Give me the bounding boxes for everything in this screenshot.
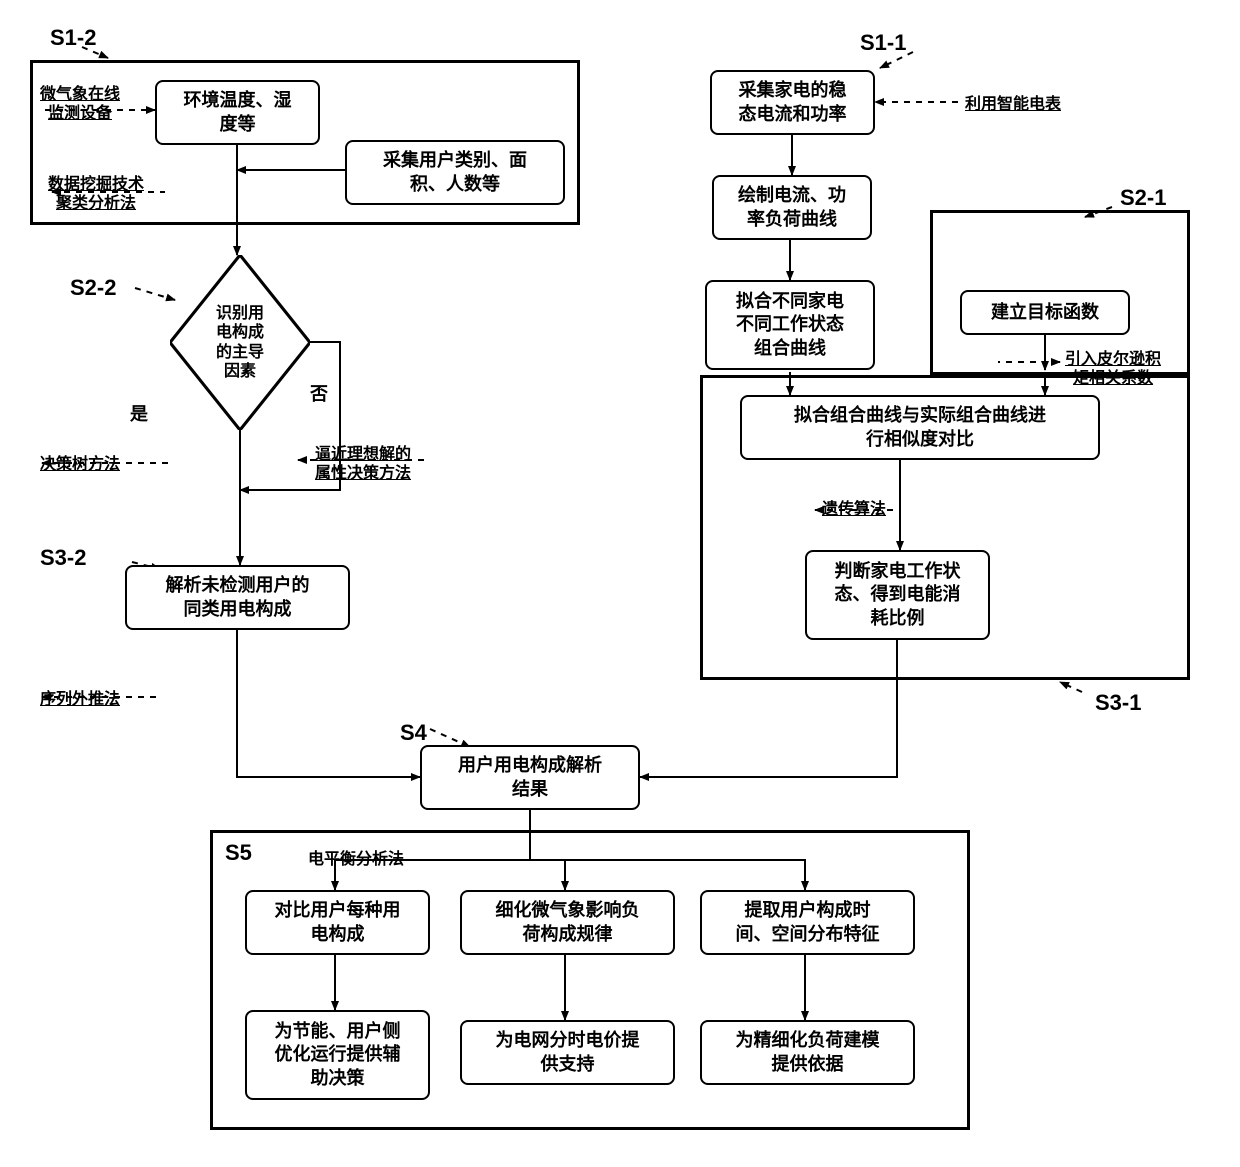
stage-label-s4: S4 [400, 720, 427, 746]
side-label-topsis: 逼近理想解的属性决策方法 [315, 445, 411, 483]
box-objective-fn: 建立目标函数 [960, 290, 1130, 335]
box-result: 用户用电构成解析结果 [420, 745, 640, 810]
no-label: 否 [310, 380, 328, 406]
stage-label-s3-2: S3-2 [40, 545, 86, 571]
box-compare-user: 对比用户每种用电构成 [245, 890, 430, 955]
side-label-datamining: 数据挖掘技术聚类分析法 [48, 175, 144, 213]
box-env: 环境温度、湿度等 [155, 80, 320, 145]
stage-label-s3-1: S3-1 [1095, 690, 1141, 716]
box-judge-state: 判断家电工作状态、得到电能消耗比例 [805, 550, 990, 640]
box-fit-combo: 拟合不同家电不同工作状态组合曲线 [705, 280, 875, 370]
box-pricing: 为电网分时电价提供支持 [460, 1020, 675, 1085]
stage-label-s2-2: S2-2 [70, 275, 116, 301]
box-extract-temporal: 提取用户构成时间、空间分布特征 [700, 890, 915, 955]
side-label-extrapolation: 序列外推法 [40, 690, 120, 709]
stage-label-s1-2: S1-2 [50, 25, 96, 51]
side-label-balance: 电平衡分析法 [308, 850, 404, 869]
box-analyze-same: 解析未检测用户的同类用电构成 [125, 565, 350, 630]
box-load-modeling: 为精细化负荷建模提供依据 [700, 1020, 915, 1085]
stage-label-s5: S5 [225, 840, 252, 866]
side-label-smartmeter: 利用智能电表 [965, 95, 1061, 114]
box-energy-saving: 为节能、用户侧优化运行提供辅助决策 [245, 1010, 430, 1100]
box-collect-appliance: 采集家电的稳态电流和功率 [710, 70, 875, 135]
decision-diamond: 识别用电构成的主导因素 [170, 255, 310, 430]
stage-label-s1-1: S1-1 [860, 30, 906, 56]
yes-label: 是 [130, 400, 148, 426]
box-compare-curve: 拟合组合曲线与实际组合曲线进行相似度对比 [740, 395, 1100, 460]
box-refine-weather: 细化微气象影响负荷构成规律 [460, 890, 675, 955]
diamond-text: 识别用电构成的主导因素 [216, 304, 264, 381]
side-label-decisiontree: 决策树方法 [40, 455, 120, 474]
stage-label-s2-1: S2-1 [1120, 185, 1166, 211]
side-label-genetic: 遗传算法 [822, 500, 886, 519]
box-user-category: 采集用户类别、面积、人数等 [345, 140, 565, 205]
side-label-pearson: 引入皮尔逊积矩相关系数 [1065, 350, 1161, 388]
side-label-monitoring: 微气象在线监测设备 [40, 85, 120, 123]
box-draw-curve: 绘制电流、功率负荷曲线 [712, 175, 872, 240]
